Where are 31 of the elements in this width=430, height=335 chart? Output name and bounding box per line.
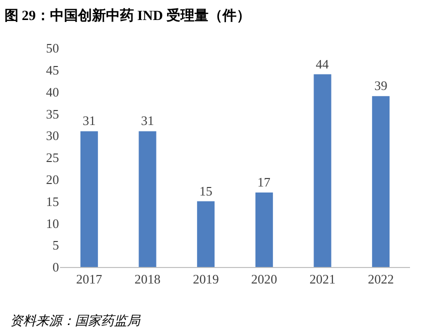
y-tick-label: 30 xyxy=(46,128,59,144)
x-tick-label: 2019 xyxy=(192,272,219,287)
x-tick-label: 2022 xyxy=(368,272,394,287)
bar xyxy=(372,96,390,267)
x-tick-label: 2017 xyxy=(76,272,103,287)
bar xyxy=(314,74,332,267)
data-label: 31 xyxy=(141,113,154,128)
y-tick-label: 50 xyxy=(46,40,59,56)
y-tick-label: 5 xyxy=(52,238,59,253)
chart-title: 图 29：中国创新中药 IND 受理量（件） xyxy=(4,6,250,24)
y-tick-label: 10 xyxy=(46,216,59,231)
y-tick-label: 0 xyxy=(52,260,59,275)
bar xyxy=(138,131,156,267)
y-tick-label: 25 xyxy=(46,150,59,166)
x-tick-label: 2018 xyxy=(134,272,160,287)
text: 资料来源：国家药监局 xyxy=(10,313,141,328)
bar xyxy=(255,192,273,267)
y-tick-label: 20 xyxy=(46,172,59,187)
data-label: 17 xyxy=(257,174,271,190)
bar xyxy=(197,201,215,267)
data-label: 44 xyxy=(316,56,330,72)
data-label: 15 xyxy=(199,183,212,198)
y-tick-label: 45 xyxy=(46,62,59,78)
data-label: 31 xyxy=(82,113,96,128)
bar xyxy=(80,131,98,267)
x-tick-label: 2020 xyxy=(251,272,278,287)
y-tick-label: 35 xyxy=(46,106,59,122)
x-tick-label: 2021 xyxy=(310,272,336,287)
y-tick-label: 40 xyxy=(46,84,59,100)
data-label: 39 xyxy=(374,78,388,94)
y-tick-label: 15 xyxy=(46,194,59,209)
